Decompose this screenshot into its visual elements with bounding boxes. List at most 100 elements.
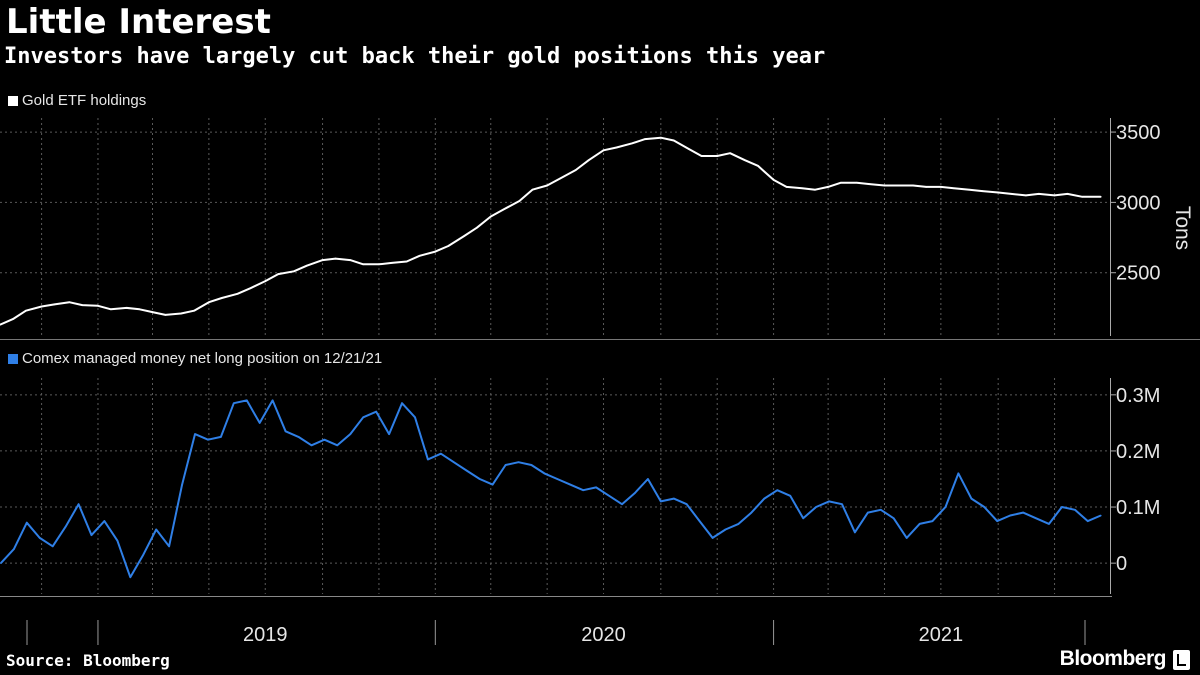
data-point-0-0-78 [1100, 196, 1102, 198]
data-point-0-0-35 [490, 215, 492, 218]
data-point-1-0-23 [297, 436, 300, 438]
data-point-0-0-25 [349, 259, 352, 261]
x-tick-label-2021: 2021 [919, 624, 964, 646]
data-point-0-0-73 [1025, 194, 1027, 197]
source-note: Source: Bloomberg [6, 651, 170, 670]
grid-layer [0, 118, 1110, 594]
data-point-0-0-13 [180, 312, 182, 315]
data-point-0-0-41 [575, 169, 577, 171]
data-point-1-0-19 [246, 399, 248, 402]
data-point-1-0-8 [103, 520, 106, 522]
legend-label-comex: Comex managed money net long position on… [22, 350, 383, 367]
legend-swatch-gold-etf [8, 95, 18, 106]
legend-label-gold-etf: Gold ETF holdings [22, 92, 147, 109]
data-point-1-0-68 [880, 509, 882, 511]
data-point-0-0-21 [293, 270, 295, 273]
data-point-0-0-38 [531, 188, 534, 191]
data-point-0-0-17 [236, 293, 239, 295]
data-point-0-0-53 [744, 159, 746, 161]
data-point-1-0-51 [660, 500, 662, 503]
series-layer [0, 136, 1102, 579]
data-point-1-0-45 [582, 489, 584, 492]
data-point-1-0-48 [621, 503, 623, 506]
data-point-1-0-79 [1022, 511, 1024, 514]
data-point-1-0-5 [64, 525, 67, 528]
y-tick-label-0-0: 2500 [1116, 263, 1161, 285]
data-point-1-0-24 [310, 444, 313, 447]
data-point-1-0-41 [530, 464, 533, 466]
data-point-0-0-20 [277, 273, 280, 275]
legend-swatch-comex [8, 353, 18, 364]
data-point-1-0-28 [362, 416, 365, 419]
data-point-1-0-40 [517, 461, 520, 464]
data-point-1-0-29 [375, 410, 378, 413]
data-point-1-0-58 [750, 511, 753, 514]
data-point-0-0-71 [997, 191, 999, 194]
data-point-0-0-6 [81, 304, 84, 306]
data-point-1-0-81 [1048, 523, 1050, 525]
data-point-1-0-76 [983, 506, 986, 508]
data-point-1-0-54 [698, 520, 701, 522]
data-point-0-0-44 [615, 146, 618, 149]
data-point-0-0-60 [840, 181, 842, 184]
series-line-1-0 [0, 399, 1102, 579]
data-point-1-0-71 [918, 523, 921, 525]
data-point-0-0-12 [164, 314, 167, 316]
data-point-1-0-16 [207, 438, 209, 441]
data-point-0-0-64 [896, 184, 899, 187]
data-point-0-0-66 [925, 186, 927, 188]
data-point-1-0-11 [142, 553, 145, 556]
data-point-1-0-49 [634, 492, 636, 494]
data-point-1-0-72 [931, 520, 934, 522]
data-point-0-0-32 [447, 245, 450, 247]
data-point-1-0-67 [867, 511, 869, 514]
data-point-1-0-12 [155, 528, 157, 531]
data-point-0-0-59 [827, 186, 829, 188]
data-point-1-0-44 [569, 483, 571, 486]
data-point-1-0-85 [1100, 514, 1102, 517]
data-point-1-0-82 [1061, 506, 1063, 508]
data-point-0-0-11 [151, 311, 154, 313]
data-point-1-0-74 [957, 472, 960, 475]
data-point-1-0-36 [465, 469, 468, 472]
data-point-1-0-63 [815, 506, 817, 508]
data-point-0-0-0 [0, 323, 1, 326]
data-point-0-0-8 [110, 308, 112, 311]
data-point-0-0-45 [631, 142, 633, 145]
legend-comex: Comex managed money net long position on… [8, 350, 382, 367]
data-point-1-0-75 [970, 497, 973, 500]
data-point-0-0-24 [334, 257, 337, 260]
data-point-0-0-63 [883, 184, 886, 187]
data-point-1-0-57 [737, 523, 740, 525]
data-point-1-0-78 [1009, 514, 1011, 517]
data-point-1-0-70 [905, 537, 908, 539]
data-point-1-0-18 [233, 402, 235, 405]
data-point-1-0-4 [51, 545, 54, 548]
data-point-0-0-65 [912, 184, 914, 187]
data-point-1-0-30 [388, 433, 390, 435]
data-point-1-0-83 [1074, 509, 1076, 511]
data-point-1-0-47 [608, 495, 610, 497]
data-point-1-0-66 [854, 531, 856, 534]
data-point-0-0-5 [68, 301, 71, 304]
data-point-0-0-43 [602, 149, 605, 152]
data-point-1-0-1 [13, 548, 15, 550]
bloomberg-badge-icon [1173, 650, 1190, 670]
data-point-1-0-14 [181, 483, 183, 486]
data-point-0-0-4 [53, 303, 56, 306]
data-point-0-0-77 [1081, 196, 1084, 198]
data-point-1-0-35 [453, 461, 455, 464]
data-point-1-0-64 [828, 500, 830, 503]
data-point-1-0-22 [284, 430, 287, 433]
data-point-1-0-26 [336, 444, 339, 447]
data-point-1-0-0 [0, 562, 2, 564]
data-point-1-0-59 [763, 497, 766, 500]
data-point-0-0-37 [518, 200, 521, 202]
data-point-1-0-52 [673, 497, 675, 500]
data-point-1-0-69 [892, 517, 895, 520]
data-point-0-0-40 [559, 177, 561, 180]
data-point-1-0-65 [841, 503, 843, 506]
data-point-1-0-21 [271, 399, 274, 402]
data-point-1-0-33 [427, 458, 429, 461]
data-point-0-0-55 [772, 179, 775, 181]
